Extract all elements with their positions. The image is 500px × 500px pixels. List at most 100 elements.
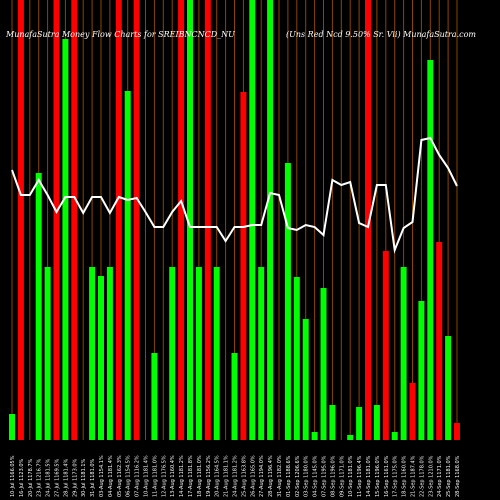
x-tick-label: 01-Sep 1188.6%: [286, 455, 292, 497]
x-tick-label: 21-Aug 1181.1%: [224, 455, 230, 497]
x-tick-label: 09-Sep 1171.0%: [339, 455, 345, 497]
x-tick-label: 17-Sep 1175.0%: [393, 455, 399, 497]
bar-green: [400, 267, 407, 440]
bar-green: [249, 0, 256, 440]
x-tick-label: 18-Sep 1160.0%: [402, 455, 408, 497]
x-tick-label: 29-Jul 1173.0%: [72, 458, 78, 497]
x-tick-label: 27-Jul 1169.5%: [55, 458, 61, 497]
x-tick-label: 28-Sep 1168.0%: [455, 455, 461, 497]
bar-green: [320, 288, 327, 440]
x-tick-label: 24-Jul 1181.5%: [46, 458, 52, 497]
x-tick-label: 20-Aug 1164.5%: [215, 455, 221, 497]
bar-green: [98, 276, 104, 440]
x-tick-label: 15-Sep 1196.0%: [375, 455, 381, 497]
bar-green: [187, 0, 193, 440]
x-axis-labels: 10-Jul 1166.05% 16-Jul 1123.0% 20-Jul 1178…: [10, 455, 461, 497]
bar-green: [258, 267, 265, 440]
bar-green: [347, 435, 354, 440]
x-tick-label: 13-Aug 1160.4%: [170, 455, 176, 497]
bar-green: [9, 414, 15, 440]
bar-green: [195, 267, 202, 440]
bar-green: [89, 267, 96, 440]
bar-green: [106, 267, 113, 440]
x-tick-label: 10-Aug 1181.4%: [144, 455, 150, 497]
bar-green: [391, 432, 398, 440]
bar-green: [169, 267, 176, 440]
bar-red: [178, 0, 185, 440]
x-tick-label: 27-Aug 1194.0%: [259, 455, 265, 497]
bar-green: [213, 267, 220, 440]
bar-green: [44, 267, 51, 440]
bar-red: [53, 0, 60, 440]
bar-red: [365, 0, 371, 440]
chart-title-right: (Uns Red Ncd 9.50% Sr. Vii) MunafaSutra.…: [286, 30, 476, 39]
bar-green: [62, 39, 69, 440]
x-tick-label: 19-Aug 1156.2%: [206, 455, 212, 497]
bar-red: [71, 0, 78, 440]
x-tick-label: 24-Sep 1171.0%: [437, 455, 443, 497]
bar-green: [231, 353, 238, 440]
bar-green: [356, 407, 363, 440]
bar-red: [382, 251, 389, 440]
x-tick-label: 02-Sep 1206.6%: [295, 455, 301, 497]
bar-green: [284, 163, 291, 440]
x-tick-label: 31-Aug 1182.0%: [277, 455, 283, 497]
bar-green: [124, 91, 131, 440]
x-tick-label: 16-Jul 1123.0%: [19, 458, 25, 497]
x-tick-label: 08-Sep 1196.0%: [330, 455, 336, 497]
x-tick-label: 11-Aug 1181.0%: [152, 455, 158, 497]
x-tick-label: 28-Jul 1181.4%: [63, 458, 69, 497]
bar-red: [17, 0, 24, 440]
bar-green: [293, 277, 300, 440]
bar-red: [436, 242, 443, 440]
chart-title-left: MunafaSutra Money Flow Charts for SREIBN…: [6, 30, 235, 39]
bar-green: [445, 336, 452, 440]
x-tick-label: 12-Aug 1176.5%: [161, 455, 167, 497]
x-tick-label: 30-Jul 1181.1%: [81, 458, 87, 497]
bar-green: [427, 60, 434, 440]
bar-green: [35, 173, 42, 440]
bar-red: [204, 0, 211, 440]
x-tick-label: 28-Aug 1196.4%: [268, 455, 274, 497]
x-tick-label: 14-Aug 1181.2%: [179, 455, 185, 497]
bar-red: [115, 0, 122, 440]
x-tick-label: 24-Aug 1181.2%: [233, 455, 239, 497]
x-tick-label: 26-Aug 1165.0%: [250, 455, 256, 497]
x-tick-label: 25-Sep 1181.0%: [446, 455, 452, 497]
bar-red: [240, 92, 247, 440]
bar-green: [302, 319, 309, 440]
x-tick-label: 21-Sep 1187.4%: [411, 455, 417, 497]
x-tick-label: 23-Sep 1210.0%: [428, 455, 434, 497]
bar-green: [373, 405, 380, 440]
x-tick-label: 25-Aug 1163.8%: [241, 455, 247, 497]
x-tick-label: 05-Aug 1162.3%: [117, 455, 123, 497]
x-tick-label: 03-Sep 1180.0%: [304, 455, 310, 497]
x-tick-label: 14-Sep 1181.0%: [366, 455, 372, 497]
bar-red: [409, 383, 416, 440]
x-tick-label: 22-Sep 1178.0%: [419, 455, 425, 497]
bar-series: [9, 0, 460, 440]
x-tick-label: 17-Aug 1181.8%: [188, 455, 194, 497]
x-tick-label: 07-Aug 1116.2%: [135, 455, 141, 497]
price-line: [11, 136, 458, 254]
x-tick-label: 10-Sep 1181.0%: [348, 455, 354, 497]
x-tick-label: 04-Sep 1145.0%: [313, 455, 319, 497]
x-tick-label: 20-Jul 1178.7%: [28, 458, 34, 497]
x-tick-label: 04-Aug 1181.4%: [108, 455, 114, 497]
x-tick-label: 16-Sep 1161.0%: [384, 455, 390, 497]
x-tick-label: 10-Jul 1166.05%: [10, 455, 16, 497]
x-tick-label: 23-Jul 1216.7%: [37, 458, 43, 497]
x-tick-label: 31-Jul 1181.0%: [90, 458, 96, 497]
bar-green: [329, 405, 336, 440]
bar-green: [311, 432, 318, 440]
x-tick-label: 03-Aug 1154.1%: [99, 455, 105, 497]
x-tick-label: 18-Aug 1181.0%: [197, 455, 203, 497]
x-tick-label: 11-Sep 1196.4%: [357, 455, 363, 497]
bar-green: [267, 0, 274, 440]
bar-green: [418, 301, 425, 440]
bar-red: [133, 0, 140, 440]
x-tick-label: 07-Sep 1195.0%: [322, 455, 328, 497]
bar-red: [454, 423, 460, 440]
x-tick-label: 06-Aug 1154.5%: [126, 455, 132, 497]
